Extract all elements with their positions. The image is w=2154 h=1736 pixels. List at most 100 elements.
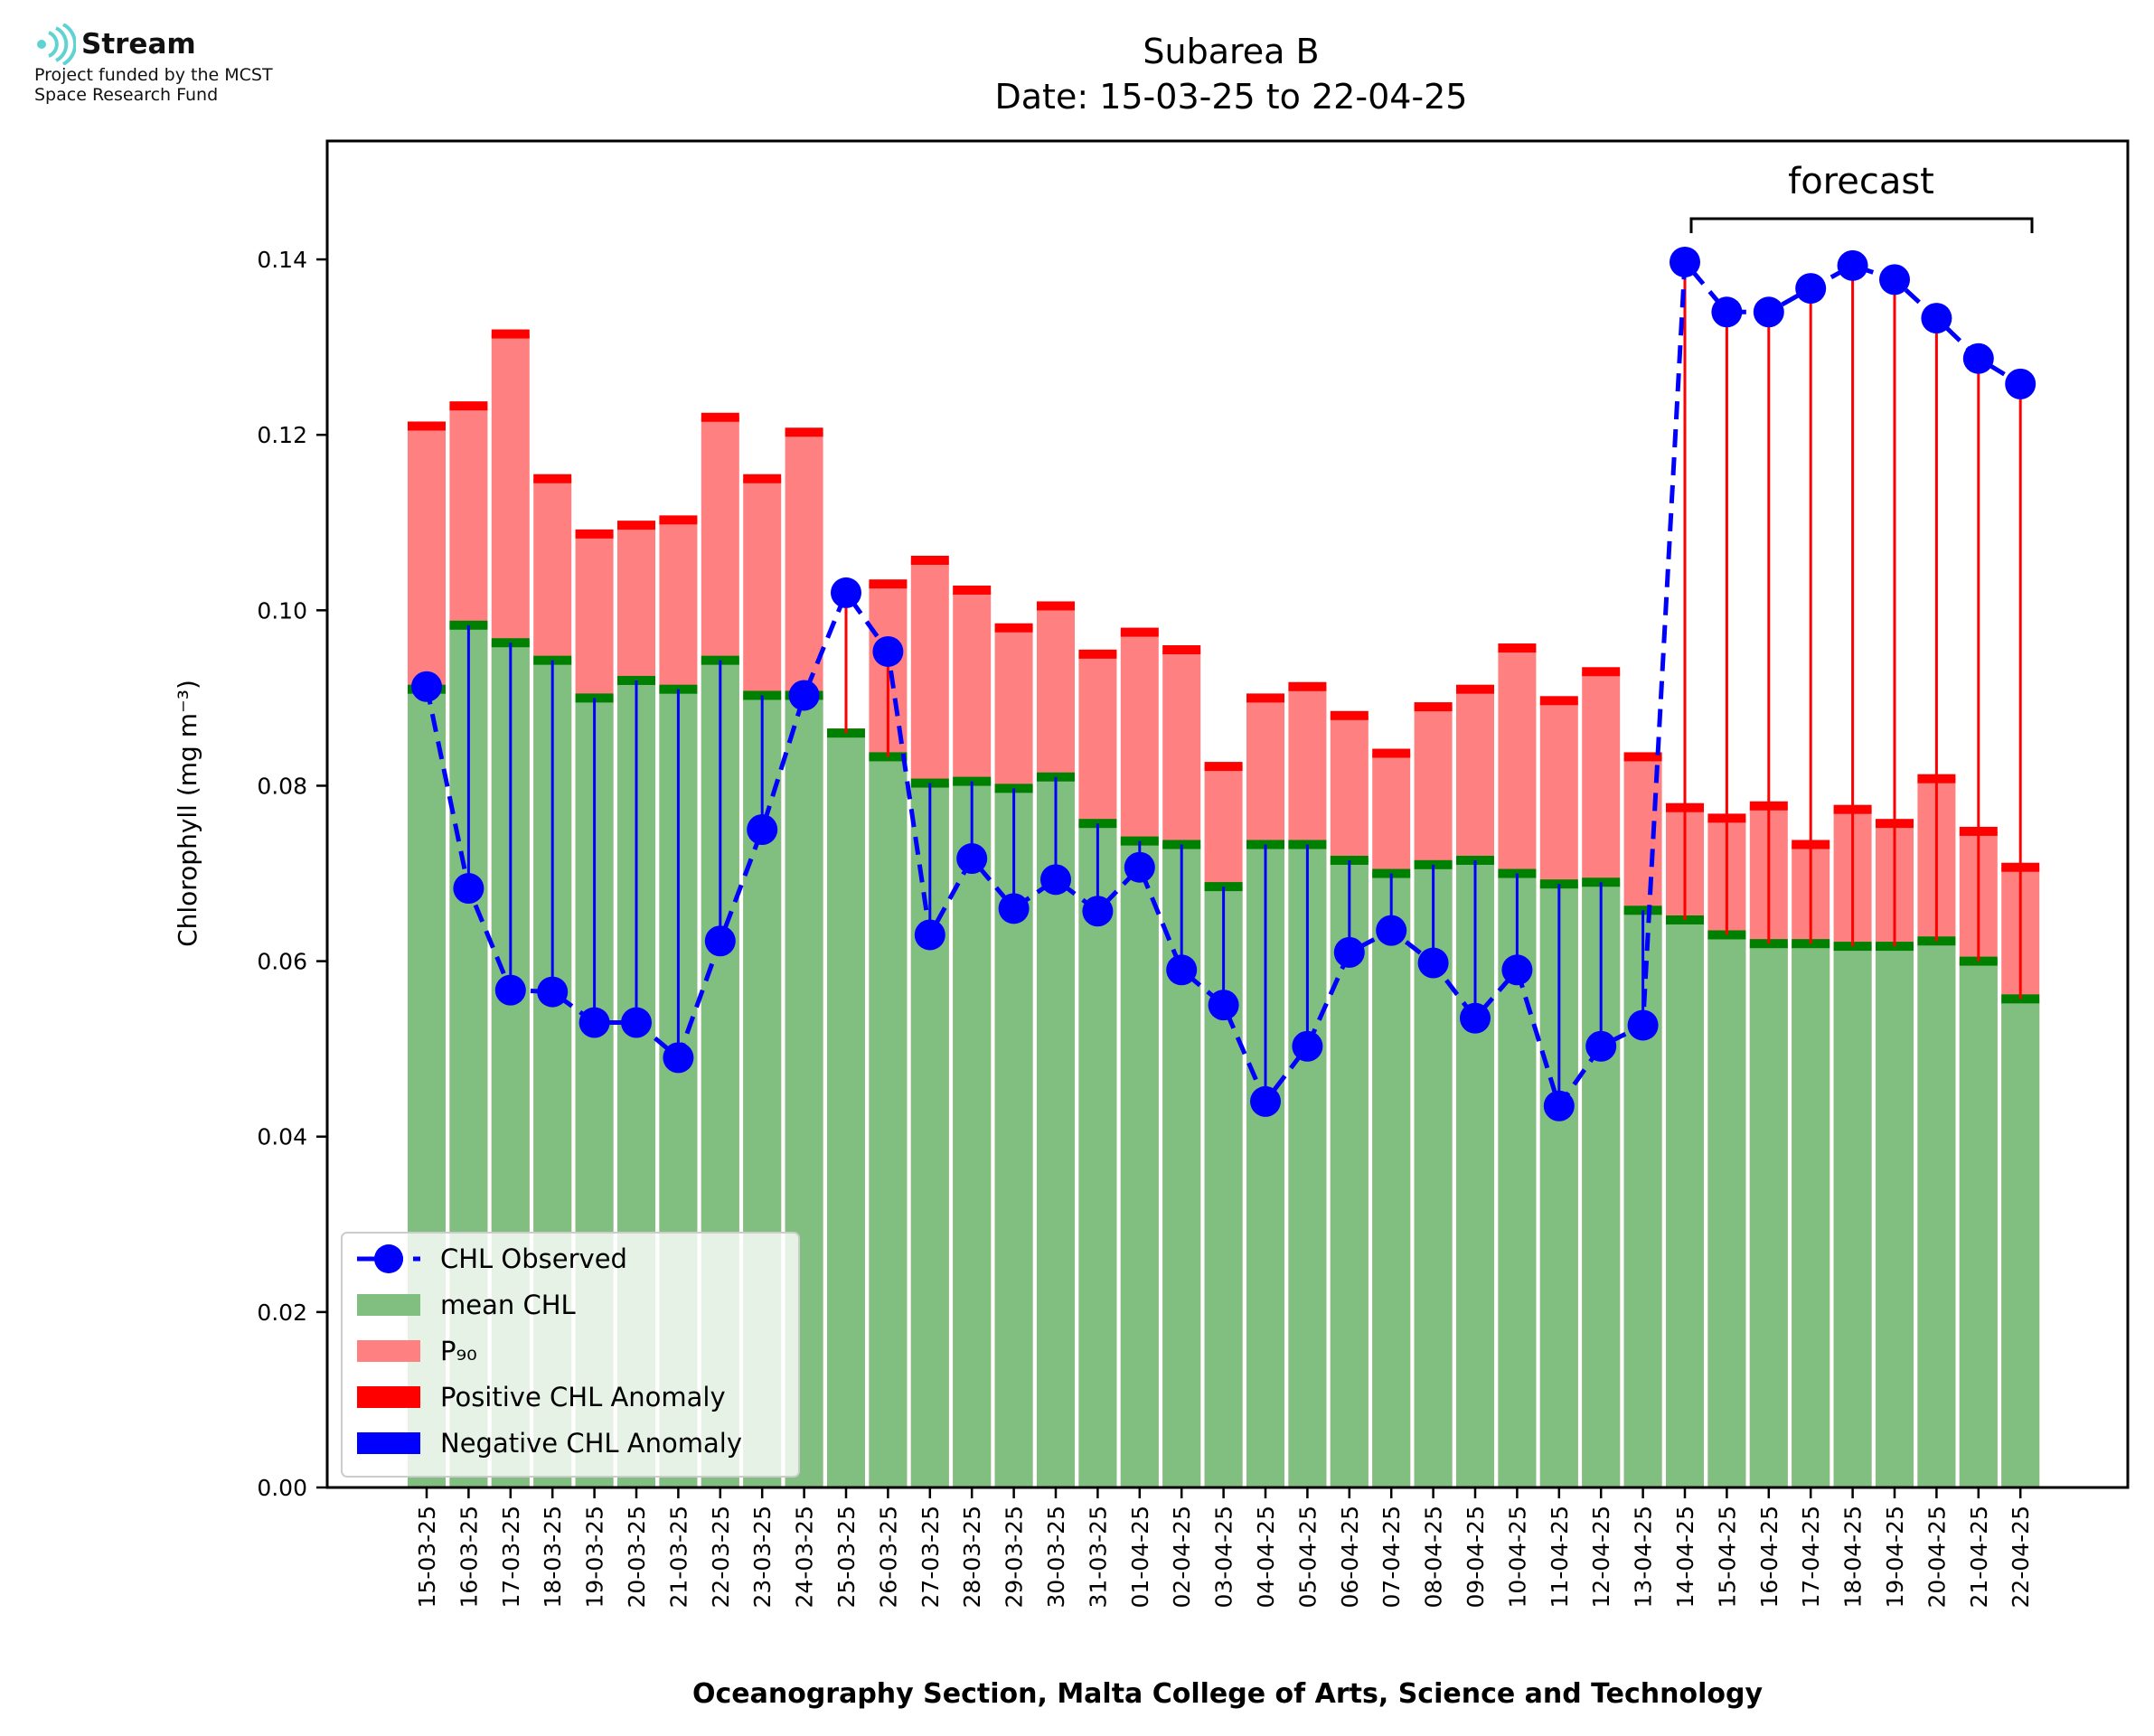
- observed-point: [1670, 246, 1700, 277]
- x-tick-label: 06-04-25: [1337, 1506, 1363, 1608]
- observed-point: [663, 1042, 694, 1074]
- x-tick-label: 22-04-25: [2008, 1506, 2034, 1608]
- x-tick-label: 16-03-25: [456, 1506, 482, 1608]
- x-tick-label: 08-04-25: [1421, 1506, 1447, 1608]
- observed-point: [914, 919, 945, 951]
- mean-bar: [1666, 919, 1704, 1487]
- p90-bar-edge: [785, 427, 823, 437]
- p90-bar-edge: [1204, 762, 1243, 772]
- observed-point: [1250, 1085, 1281, 1117]
- y-tick-label: 0.06: [257, 949, 307, 975]
- x-tick-label: 19-04-25: [1882, 1506, 1908, 1608]
- logo-tagline-2: Space Research Fund: [34, 85, 219, 105]
- observed-point: [956, 843, 988, 875]
- x-tick-label: 01-04-25: [1127, 1506, 1153, 1608]
- legend-label-negative: Negative CHL Anomaly: [440, 1428, 742, 1459]
- plot-frame: [325, 139, 2130, 1489]
- observed-point: [621, 1007, 652, 1038]
- x-tick-label: 13-04-25: [1631, 1506, 1657, 1608]
- x-tick-label: 17-04-25: [1798, 1506, 1824, 1608]
- legend-label-positive: Positive CHL Anomaly: [440, 1382, 726, 1412]
- x-tick-label: 15-03-25: [414, 1506, 440, 1608]
- observed-point: [1921, 303, 1952, 334]
- x-tick-label: 29-03-25: [1002, 1506, 1028, 1608]
- observed-point: [1837, 249, 1868, 281]
- observed-point: [1166, 954, 1198, 986]
- mean-bar: [1959, 961, 1998, 1487]
- observed-point: [1040, 864, 1071, 896]
- observed-point: [494, 974, 526, 1006]
- y-tick-label: 0.10: [257, 597, 307, 624]
- x-tick-label: 02-04-25: [1169, 1506, 1195, 1608]
- p90-bar-edge: [408, 421, 446, 431]
- mean-bar: [827, 733, 865, 1487]
- p90-bar-edge: [1539, 696, 1578, 706]
- logo-title: Stream: [81, 28, 196, 61]
- mean-bar: [1372, 873, 1411, 1487]
- p90-bar-edge: [575, 529, 614, 539]
- legend-label-p90: P₉₀: [440, 1336, 477, 1366]
- stream-wave-icon: [37, 23, 76, 65]
- p90-bar-edge: [994, 623, 1033, 633]
- p90-bar-edge: [1372, 748, 1411, 758]
- p90-bar-edge: [869, 579, 908, 589]
- y-tick-label: 0.04: [257, 1124, 307, 1150]
- observed-point: [1460, 1002, 1491, 1034]
- observed-point: [1082, 896, 1114, 927]
- legend-label-observed: CHL Observed: [440, 1243, 627, 1274]
- mean-bar: [953, 781, 992, 1487]
- observed-point: [1376, 915, 1407, 946]
- x-tick-label: 15-04-25: [1714, 1506, 1740, 1608]
- observed-point: [578, 1007, 610, 1038]
- y-tick-label: 0.12: [257, 422, 307, 448]
- x-tick-label: 07-04-25: [1378, 1506, 1405, 1608]
- x-tick-label: 17-03-25: [498, 1506, 524, 1608]
- observed-point: [747, 813, 778, 845]
- chart-title-line2: Date: 15-03-25 to 22-04-25: [995, 77, 1468, 117]
- mean-bar: [1120, 840, 1159, 1487]
- x-tick-label: 26-03-25: [875, 1506, 901, 1608]
- observed-point: [1543, 1090, 1575, 1121]
- p90-bar-edge: [1288, 681, 1327, 691]
- x-tick-label: 19-03-25: [582, 1506, 608, 1608]
- p90-bar-edge: [743, 474, 782, 483]
- x-tick-label: 23-03-25: [749, 1506, 776, 1608]
- observed-series-line: [424, 256, 2022, 1112]
- x-tick-label: 20-03-25: [624, 1506, 650, 1608]
- p90-bar-edge: [701, 412, 739, 422]
- axes: 0.00 0.02 0.04 0.06 0.08 0.10 0.12 0.14 15-03-25…: [257, 247, 2034, 1608]
- x-tick-label: 30-03-25: [1043, 1506, 1069, 1608]
- observed-point: [998, 893, 1030, 924]
- observed-point: [1333, 936, 1365, 968]
- y-tick-label: 0.00: [257, 1475, 307, 1501]
- mean-bar: [1917, 941, 1956, 1487]
- logo: Stream Project funded by the MCST Space …: [34, 23, 360, 105]
- x-tick-label: 04-04-25: [1253, 1506, 1279, 1608]
- y-tick-label: 0.14: [257, 247, 307, 273]
- observed-point: [1501, 954, 1533, 986]
- x-tick-label: 22-03-25: [708, 1506, 734, 1608]
- observed-point: [1124, 851, 1155, 883]
- chart-title-line1: Subarea B: [1143, 32, 1319, 71]
- observed-point: [453, 873, 484, 905]
- observed-point: [411, 671, 442, 702]
- x-tick-label: 18-03-25: [540, 1506, 566, 1608]
- observed-point: [1753, 296, 1784, 328]
- mean-bar: [1749, 943, 1788, 1487]
- observed-point: [1627, 1009, 1659, 1041]
- x-tick-label: 28-03-25: [959, 1506, 985, 1608]
- legend-label-mean: mean CHL: [440, 1290, 576, 1320]
- observed-point: [1795, 273, 1827, 305]
- x-tick-label: 20-04-25: [1924, 1506, 1950, 1608]
- x-tick-label: 21-04-25: [1966, 1506, 1992, 1608]
- p90-bar-edge: [1623, 752, 1662, 762]
- mean-bar: [1707, 934, 1746, 1487]
- legend-observed-marker: [374, 1244, 403, 1273]
- p90-bar-edge: [1582, 667, 1621, 677]
- y-tick-label: 0.08: [257, 773, 307, 799]
- observed-point: [1711, 296, 1743, 328]
- observed-point: [704, 925, 736, 957]
- p90-bar-edge: [1162, 644, 1201, 654]
- p90-bar-edge: [659, 515, 698, 525]
- p90-bar-edge: [1330, 710, 1369, 720]
